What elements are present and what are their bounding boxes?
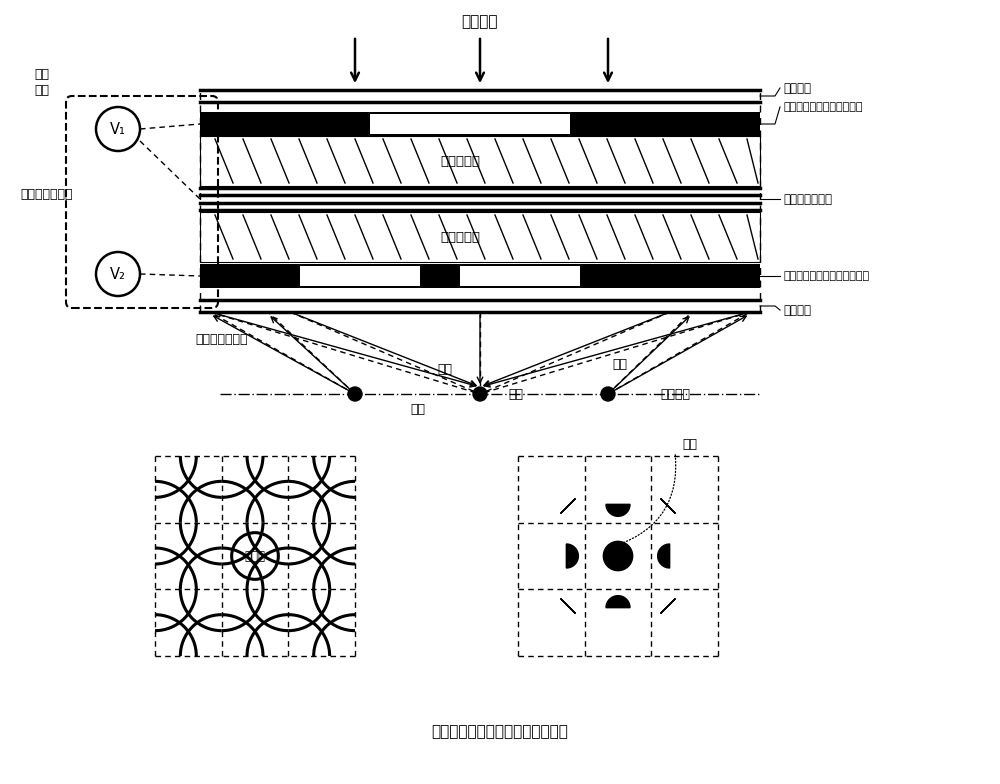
Text: 第二液晶层: 第二液晶层 bbox=[440, 230, 480, 244]
Polygon shape bbox=[561, 598, 575, 613]
Polygon shape bbox=[661, 598, 675, 613]
Text: 微圆孔形图案化石墨烯电极: 微圆孔形图案化石墨烯电极 bbox=[783, 102, 862, 112]
Text: 聚光: 聚光 bbox=[438, 362, 452, 376]
Polygon shape bbox=[566, 544, 578, 568]
Circle shape bbox=[473, 387, 487, 401]
Text: 驱控: 驱控 bbox=[34, 67, 50, 81]
Text: 微圆光环: 微圆光环 bbox=[660, 387, 690, 401]
Bar bbox=[200, 136, 760, 186]
Polygon shape bbox=[658, 544, 670, 568]
Text: 第一液晶层: 第一液晶层 bbox=[440, 154, 480, 168]
Text: 信号: 信号 bbox=[34, 84, 50, 96]
Bar bbox=[460, 266, 580, 286]
Text: 焦面: 焦面 bbox=[508, 387, 523, 401]
Bar bbox=[200, 212, 760, 262]
Polygon shape bbox=[661, 499, 675, 514]
Text: 焦斑: 焦斑 bbox=[682, 437, 698, 451]
Text: 第一基片: 第一基片 bbox=[783, 82, 811, 95]
Text: 石墨烯共地电极: 石墨烯共地电极 bbox=[20, 187, 72, 201]
Text: 焦斑: 焦斑 bbox=[411, 402, 426, 416]
Circle shape bbox=[348, 387, 362, 401]
Polygon shape bbox=[606, 596, 630, 608]
Text: 单元液晶微透镜: 单元液晶微透镜 bbox=[195, 332, 248, 346]
Text: 第二基片: 第二基片 bbox=[783, 303, 811, 317]
Text: 微圆环孔形图案化石墨烯电极: 微圆环孔形图案化石墨烯电极 bbox=[783, 271, 869, 281]
Text: V₂: V₂ bbox=[110, 267, 126, 281]
Polygon shape bbox=[561, 499, 575, 514]
Bar bbox=[200, 264, 760, 288]
Bar bbox=[300, 266, 420, 286]
Text: 微光孔: 微光孔 bbox=[245, 550, 266, 562]
Circle shape bbox=[603, 541, 633, 571]
Text: 入射光束: 入射光束 bbox=[462, 14, 498, 30]
Bar bbox=[200, 112, 760, 136]
Text: 散光: 散光 bbox=[612, 358, 628, 371]
Text: 器件的典型截面和加电聚散光形态: 器件的典型截面和加电聚散光形态 bbox=[432, 724, 568, 739]
Circle shape bbox=[601, 387, 615, 401]
Polygon shape bbox=[606, 504, 630, 517]
Bar bbox=[370, 114, 570, 134]
Text: 四层液晶定向层: 四层液晶定向层 bbox=[783, 193, 832, 205]
Text: V₁: V₁ bbox=[110, 122, 126, 136]
